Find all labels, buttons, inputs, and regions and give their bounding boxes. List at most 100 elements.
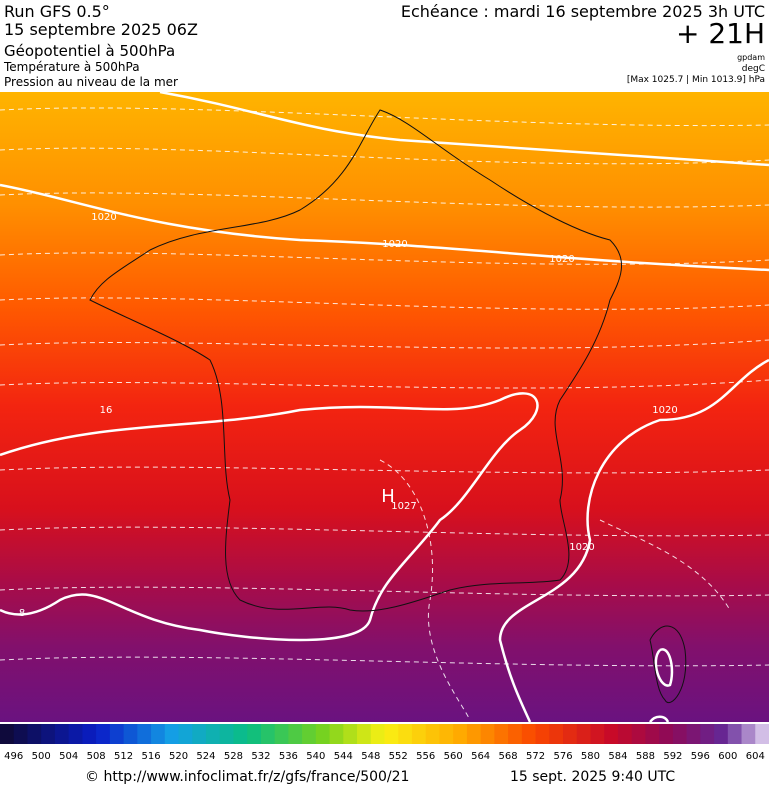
colorbar-label: 548 [361,751,380,762]
pressure-range: [Max 1025.7 | Min 1013.9] hPa [627,75,765,85]
color-swatch [315,724,331,744]
colorbar-label: 600 [718,751,737,762]
colorbar-label: 524 [196,751,215,762]
map-label: 8 [19,608,25,619]
color-swatch [411,724,427,744]
color-swatch [384,724,399,744]
run-title: Run GFS 0.5° [4,2,110,21]
color-swatch [357,724,372,744]
color-swatch [274,724,289,744]
map-label: 1020 [549,254,574,265]
color-swatch [494,724,509,744]
colorbar-label: 508 [87,751,106,762]
color-swatch [68,724,83,744]
color-swatch [741,724,756,744]
color-swatch [398,724,413,744]
colorbar-label: 512 [114,751,133,762]
color-swatch [466,724,482,744]
color-swatch [329,724,344,744]
colorbar-label: 584 [608,751,627,762]
color-swatch [370,724,385,744]
colorbar-label: 592 [663,751,682,762]
run-date: 15 septembre 2025 06Z [4,20,198,39]
map-label: 1020 [91,212,116,223]
lead-time: + 21H [676,17,765,50]
map-label: 16 [100,405,113,416]
color-swatch [521,724,537,744]
colorbar-label: 560 [444,751,463,762]
map-label: 1020 [569,542,594,553]
color-swatch [178,724,193,744]
colorbar-label: 572 [526,751,545,762]
colorbar-label: 532 [251,751,270,762]
color-swatch [549,724,564,744]
color-swatch [233,724,248,744]
colorbar-label: 568 [499,751,518,762]
colorbar-label: 536 [279,751,298,762]
colorbar-label: 520 [169,751,188,762]
forecast-time: Echéance : mardi 16 septembre 2025 3h UT… [401,2,765,21]
color-swatch [727,724,743,744]
color-swatch [123,724,138,744]
coastlines [89,109,687,703]
color-swatch [0,724,15,744]
colorbar-label: 564 [471,751,490,762]
unit: gpdam [737,53,765,62]
color-swatch [576,724,591,744]
color-swatch [164,724,180,744]
color-swatch [343,724,358,744]
color-swatch [590,724,605,744]
color-swatch [535,724,550,744]
color-swatch [192,724,207,744]
colorbar-label: 528 [224,751,243,762]
color-swatch [604,724,619,744]
color-swatch [27,724,42,744]
map-label: 1020 [382,239,407,250]
color-swatch [13,724,28,744]
colorbar-label: 596 [691,751,710,762]
color-swatch [219,724,234,744]
color-swatch [617,724,633,744]
color-swatch [700,724,715,744]
colorbar-label: 540 [306,751,325,762]
color-swatch [302,724,317,744]
colorbar-label: 580 [581,751,600,762]
color-swatch [755,724,769,744]
color-swatch [109,724,125,744]
color-swatch [137,724,152,744]
field-name: Pression au niveau de la mer [4,75,178,89]
map-label: 1020 [652,405,677,416]
colorbar-label: 576 [553,751,572,762]
colorbar-label: 544 [334,751,353,762]
color-swatch [563,724,578,744]
colorbar-label: 496 [4,751,23,762]
map-label: H [381,486,395,507]
map-label: 1027 [391,501,416,512]
colorbar-label: 604 [746,751,765,762]
color-swatch [453,724,468,744]
color-swatch [659,724,674,744]
colorbar-label: 516 [142,751,161,762]
color-swatch [508,724,523,744]
unit: degC [742,64,765,74]
color-swatch [96,724,111,744]
color-swatch [54,724,70,744]
color-swatch [260,724,276,744]
colorbar-label: 556 [416,751,435,762]
colorbar-label: 588 [636,751,655,762]
color-swatch [672,724,688,744]
color-swatch [714,724,729,744]
color-swatch [247,724,262,744]
color-swatch [686,724,701,744]
color-swatch [41,724,56,744]
colorbar-label: 500 [32,751,51,762]
color-swatch [425,724,440,744]
colorbar-label: 504 [59,751,78,762]
color-swatch [82,724,97,744]
generated-time: 15 sept. 2025 9:40 UTC [510,769,675,785]
isobars [0,90,769,723]
color-swatch [288,724,303,744]
color-swatch [480,724,495,744]
